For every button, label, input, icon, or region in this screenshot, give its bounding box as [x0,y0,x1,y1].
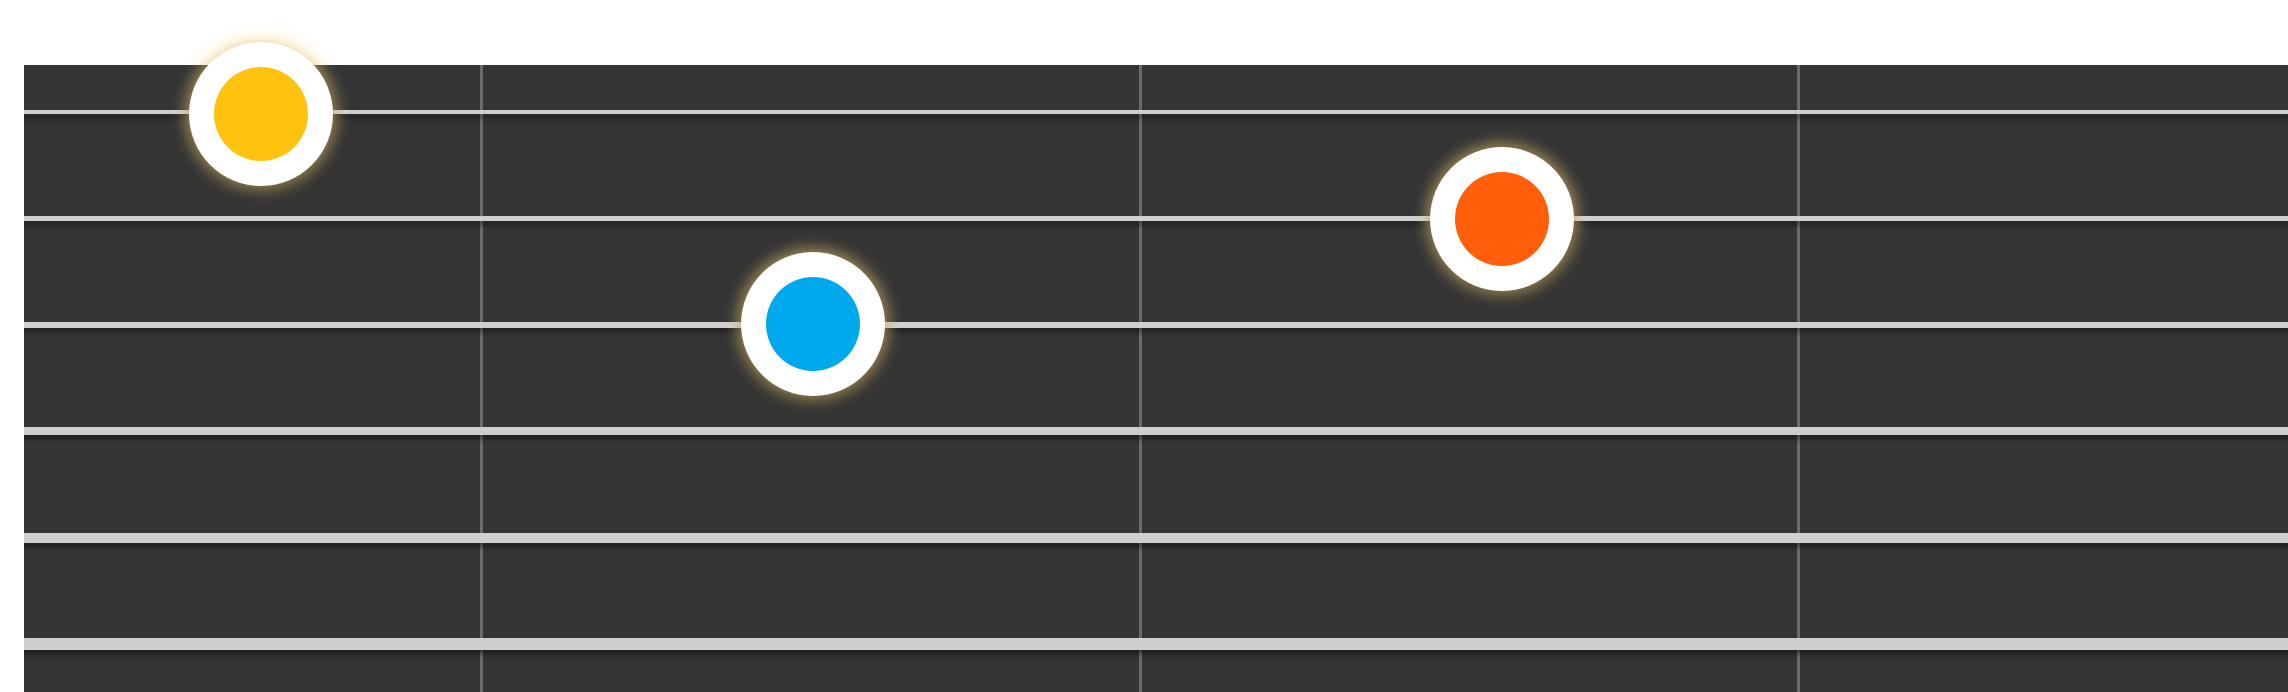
note-dot-blue [766,277,860,371]
note-dot-yellow [214,67,308,161]
fret-line-3 [1797,65,1800,692]
string-4 [24,427,2288,435]
fretboard [24,65,2288,692]
note-dot-orange [1455,172,1549,266]
string-1 [24,110,2288,114]
note-marker-orange[interactable] [1430,147,1574,291]
string-6 [24,638,2288,650]
string-2 [24,216,2288,221]
string-5 [24,533,2288,543]
note-marker-yellow[interactable] [189,42,333,186]
fret-line-1 [480,65,483,692]
fret-line-2 [1139,65,1142,692]
note-marker-blue[interactable] [741,252,885,396]
string-3 [24,322,2288,328]
